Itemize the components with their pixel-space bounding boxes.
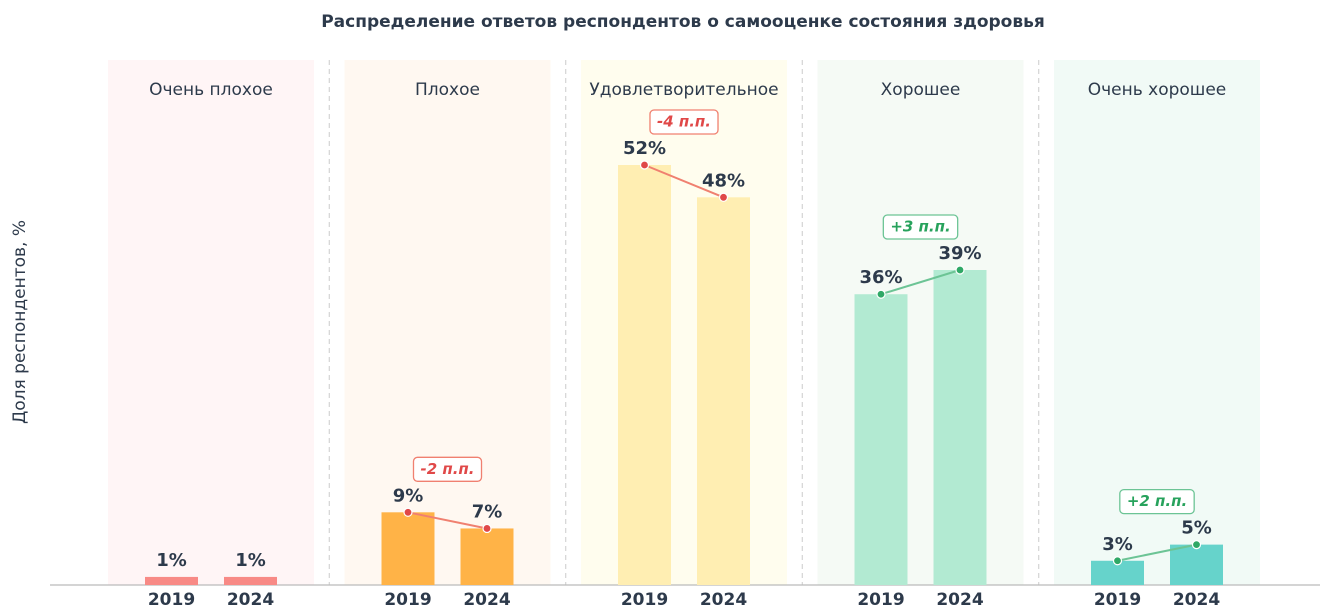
change-label: -4 п.п. <box>657 113 711 131</box>
category-band <box>817 60 1024 585</box>
value-label: 1% <box>235 550 266 571</box>
change-line <box>644 164 724 199</box>
value-label: 9% <box>393 485 424 506</box>
x-tick-label: 2019 <box>1094 590 1141 610</box>
value-label: 5% <box>1181 518 1212 539</box>
value-label: 36% <box>859 267 902 288</box>
x-tick-label: 2019 <box>621 590 668 610</box>
value-label: 48% <box>702 170 745 191</box>
x-tick-label: 2019 <box>857 590 904 610</box>
change-dot <box>1112 556 1123 566</box>
category-label: Плохое <box>415 80 480 100</box>
chart-title: Распределение ответов респондентов о сам… <box>321 12 1045 32</box>
change-dot <box>955 265 965 275</box>
change-box <box>1119 488 1195 515</box>
value-label: 3% <box>1102 534 1133 555</box>
bar <box>224 576 277 585</box>
category-label: Очень хорошее <box>1088 80 1227 100</box>
change-label: -2 п.п. <box>420 460 474 478</box>
change-dot <box>718 192 729 202</box>
category-band <box>108 60 314 585</box>
x-tick-label: 2024 <box>700 590 747 610</box>
bar <box>381 512 435 585</box>
bar <box>145 576 198 585</box>
x-tick-label: 2019 <box>148 590 195 610</box>
change-box <box>649 109 719 135</box>
change-box <box>412 456 483 482</box>
change-dot <box>1191 540 1202 550</box>
value-label: 7% <box>472 501 503 522</box>
category-label: Хорошее <box>881 80 961 100</box>
change-dot <box>639 160 650 170</box>
x-tick-label: 2024 <box>936 590 983 610</box>
x-tick-label: 2024 <box>227 590 274 610</box>
value-label: 52% <box>623 138 666 159</box>
change-label: +2 п.п. <box>1127 492 1187 510</box>
x-tick-label: 2024 <box>1173 590 1220 610</box>
category-band <box>581 60 787 585</box>
value-label: 39% <box>938 243 981 264</box>
change-line <box>1117 543 1197 562</box>
bar <box>933 270 987 585</box>
change-dot <box>403 507 413 517</box>
change-label: +3 п.п. <box>890 218 950 236</box>
bar <box>1170 544 1223 585</box>
x-tick-label: 2024 <box>463 590 510 610</box>
bar <box>854 294 908 585</box>
category-label: Очень плохое <box>149 80 273 100</box>
x-tick-label: 2019 <box>384 590 431 610</box>
category-band <box>344 60 551 585</box>
change-line <box>407 511 488 530</box>
category-label: Удовлетворительное <box>589 80 778 100</box>
bar <box>697 197 750 586</box>
value-label: 1% <box>156 550 187 571</box>
change-box <box>882 214 959 240</box>
change-line <box>880 269 961 296</box>
change-dot <box>876 289 886 299</box>
change-dot <box>482 523 492 534</box>
y-axis-label: Доля респондентов, % <box>10 220 30 424</box>
bar <box>618 165 671 585</box>
bar <box>460 528 514 585</box>
